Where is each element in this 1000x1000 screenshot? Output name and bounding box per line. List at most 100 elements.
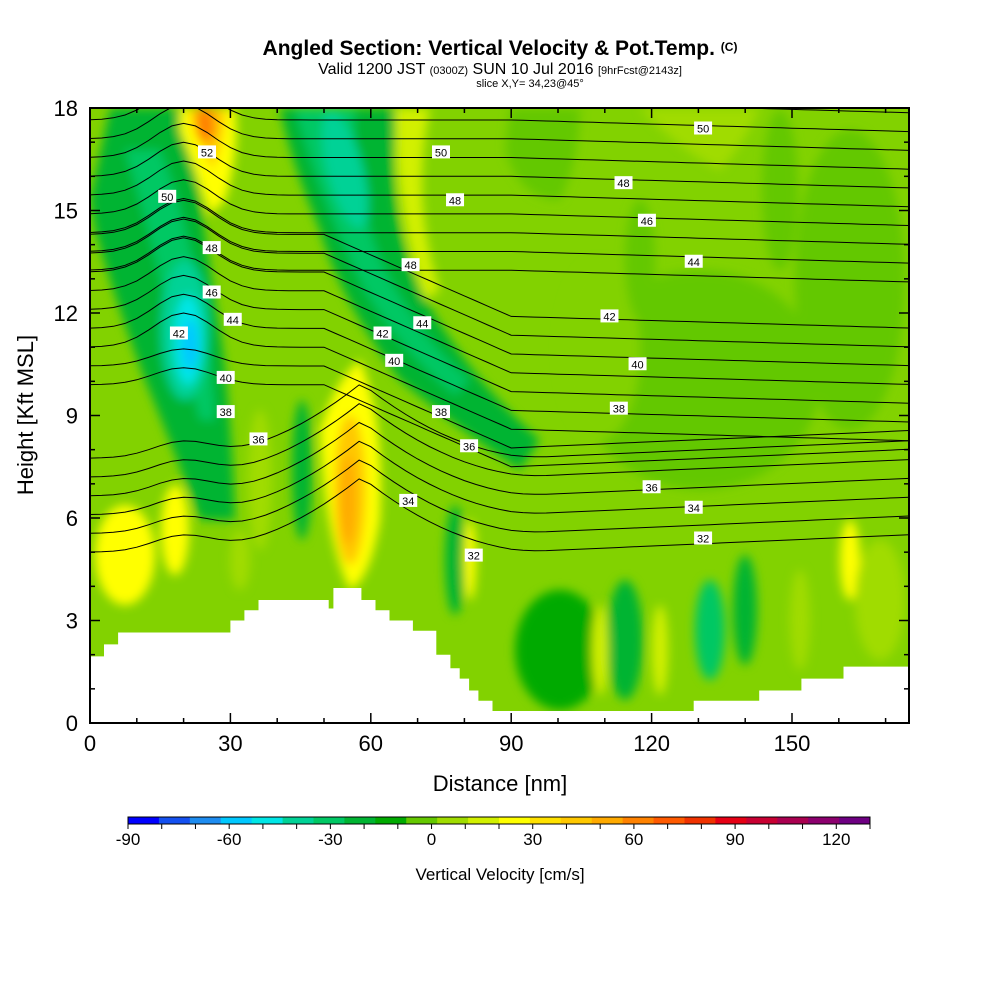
contour-label: 36	[460, 439, 479, 453]
svg-text:52: 52	[201, 147, 213, 159]
svg-text:48: 48	[617, 178, 629, 190]
y-tick-label: 9	[66, 404, 78, 429]
svg-text:42: 42	[603, 311, 615, 323]
x-tick-label: 120	[633, 731, 670, 756]
colorbar-ticks: -90 -60 -30 0 30 60 90 120	[116, 824, 871, 849]
theta-contour	[90, 199, 909, 329]
contour-label: 48	[614, 176, 633, 190]
x-tick-label: 0	[84, 731, 96, 756]
colorbar-swatch	[591, 817, 624, 824]
colorbar-swatch	[406, 817, 438, 824]
svg-text:34: 34	[402, 496, 414, 508]
colorbar-tick-label: 120	[822, 830, 850, 849]
contour-label: 32	[694, 531, 713, 546]
contour-label: 48	[202, 241, 221, 255]
contour-label: 46	[637, 213, 656, 228]
colorbar-tick-label: 90	[726, 830, 745, 849]
colorbar-swatch	[220, 817, 253, 824]
svg-text:32: 32	[697, 534, 709, 546]
theta-contour	[90, 216, 909, 264]
x-axis-label: Distance [nm]	[433, 771, 568, 796]
colorbar-swatch	[746, 817, 778, 824]
colorbar-swatch	[839, 817, 871, 824]
theta-contours	[90, 108, 909, 553]
x-tick-label: 90	[499, 731, 523, 756]
colorbar-tick-label: 60	[624, 830, 643, 849]
theta-contour	[90, 108, 909, 133]
svg-text:36: 36	[252, 434, 264, 446]
contour-label: 38	[609, 401, 628, 416]
theta-contour	[90, 179, 909, 226]
theta-contour	[90, 312, 909, 442]
valid-time: Valid 1200 JST (0300Z) SUN 10 Jul 2016 […	[318, 61, 682, 78]
y-tick-label: 3	[66, 609, 78, 634]
colorbar-swatch	[313, 817, 345, 824]
theta-contour	[90, 440, 909, 515]
colorbar	[127, 816, 871, 825]
contour-label: 40	[628, 357, 647, 371]
svg-text:38: 38	[613, 404, 625, 416]
x-tick-label: 30	[218, 731, 242, 756]
svg-text:44: 44	[688, 257, 700, 269]
colorbar-swatch	[808, 817, 840, 824]
colorbar-tick-label: -60	[217, 830, 242, 849]
contour-label: 50	[432, 145, 450, 159]
svg-text:40: 40	[631, 359, 643, 371]
contour-labels: 52 50 50 50 48 48 48 48 46 46 44 44 44 42 42 42 40 40 40 38…	[158, 121, 713, 563]
theta-contour	[90, 237, 909, 367]
copyright-mark: (C)	[720, 40, 738, 54]
contour-label: 48	[446, 193, 465, 207]
colorbar-swatch	[777, 817, 809, 824]
colorbar-tick-label: -90	[116, 830, 141, 849]
colorbar-swatch	[653, 817, 685, 824]
theta-contour	[90, 403, 909, 478]
contour-label: 36	[249, 432, 268, 446]
svg-text:48: 48	[404, 260, 416, 272]
svg-text:48: 48	[206, 243, 218, 255]
contour-label: 34	[399, 493, 418, 508]
svg-text:46: 46	[206, 288, 218, 300]
svg-text:50: 50	[435, 147, 447, 159]
svg-text:42: 42	[173, 329, 185, 341]
y-tick-label: 15	[54, 199, 78, 224]
theta-contour	[90, 218, 909, 348]
theta-contour	[90, 459, 909, 534]
y-tick-label: 18	[54, 96, 78, 121]
contour-label: 34	[684, 500, 703, 515]
y-tick-label: 0	[66, 711, 78, 736]
theta-contour	[90, 421, 909, 497]
contour-label: 40	[216, 370, 235, 385]
svg-text:44: 44	[227, 315, 239, 327]
svg-text:36: 36	[645, 482, 657, 494]
theta-contour	[90, 160, 909, 208]
colorbar-swatch	[282, 817, 314, 824]
svg-text:44: 44	[416, 318, 428, 330]
theta-contour	[90, 197, 909, 245]
svg-text:46: 46	[641, 216, 653, 228]
colorbar-swatch	[622, 817, 655, 824]
contour-label: 42	[169, 326, 188, 341]
contour-label: 36	[642, 480, 661, 494]
svg-text:38: 38	[220, 407, 232, 419]
colorbar-tick-label: 0	[427, 830, 436, 849]
colorbar-swatch	[715, 817, 747, 824]
colorbar-swatch	[158, 817, 191, 824]
colorbar-swatch	[529, 817, 562, 824]
x-axis: 0 30 60 90 120 150	[84, 108, 887, 756]
contour-label: 38	[432, 405, 450, 419]
svg-text:32: 32	[468, 551, 480, 563]
contour-label: 44	[223, 312, 242, 327]
theta-contour	[90, 108, 909, 151]
colorbar-tick-label: -30	[318, 830, 343, 849]
colorbar-swatch	[128, 817, 160, 824]
theta-contour	[727, 108, 909, 114]
contour-label: 40	[385, 353, 404, 368]
theta-contour	[90, 384, 909, 459]
contour-label: 38	[216, 405, 235, 419]
contour-label: 50	[694, 121, 713, 136]
colorbar-swatch	[437, 817, 469, 824]
colorbar-tick-label: 30	[523, 830, 542, 849]
svg-text:40: 40	[388, 356, 400, 368]
x-tick-label: 60	[359, 731, 383, 756]
